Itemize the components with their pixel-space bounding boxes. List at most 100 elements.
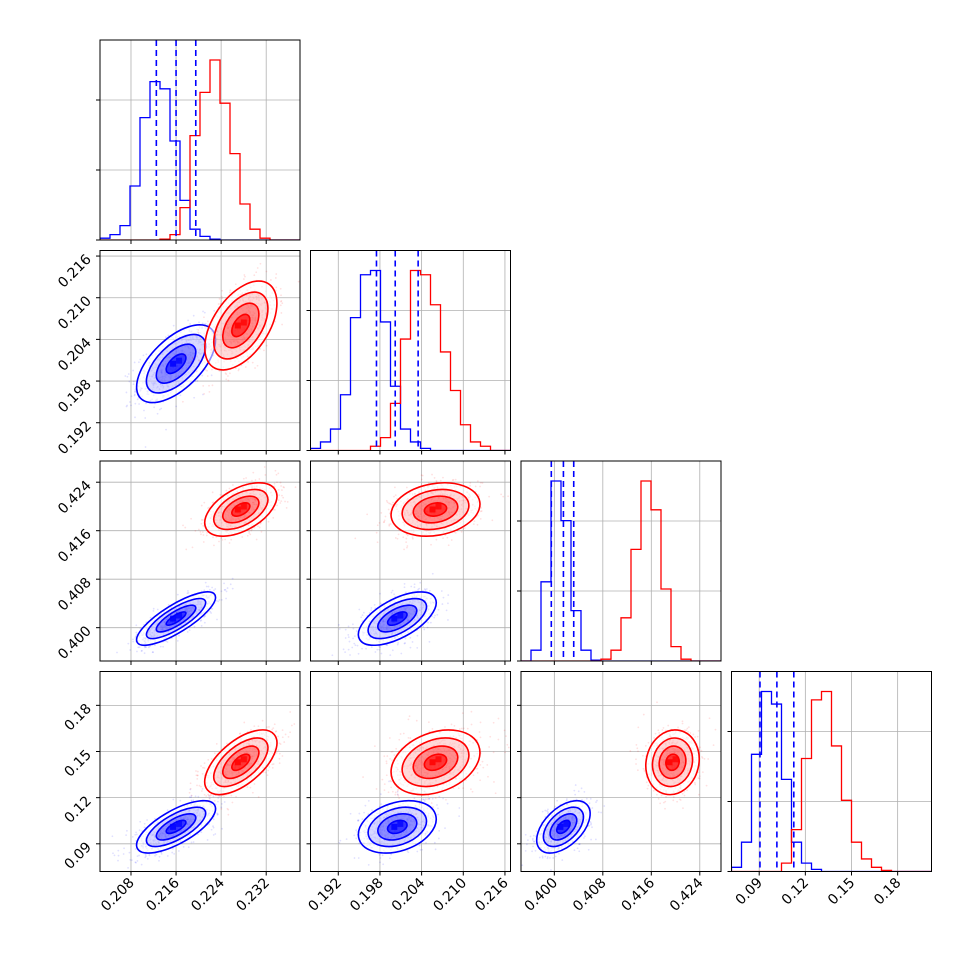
scatter-point bbox=[281, 323, 283, 326]
scatter-point bbox=[210, 612, 213, 614]
scatter-point bbox=[383, 520, 386, 523]
scatter-point bbox=[426, 626, 429, 629]
axes-frame bbox=[99, 250, 301, 451]
scatter-point bbox=[281, 489, 283, 491]
scatter-point bbox=[126, 404, 129, 407]
scatter-point bbox=[149, 645, 151, 648]
scatter-point bbox=[347, 625, 350, 628]
scatter-point bbox=[376, 524, 379, 527]
density-contour bbox=[145, 333, 207, 394]
scatter-point bbox=[192, 841, 195, 843]
scatter-point bbox=[206, 375, 209, 377]
scatter-point bbox=[112, 852, 114, 855]
density-peak bbox=[170, 615, 177, 622]
scatter-point bbox=[285, 506, 288, 509]
scatter-point bbox=[374, 651, 377, 653]
scatter-point bbox=[199, 530, 202, 533]
scatter-point bbox=[127, 866, 129, 869]
scatter-point bbox=[469, 482, 472, 484]
scatter-point bbox=[145, 855, 147, 858]
density-contour bbox=[423, 502, 448, 517]
scatter-point bbox=[154, 644, 156, 647]
scatter-point bbox=[247, 361, 249, 363]
scatter-point bbox=[203, 311, 206, 314]
scatter-point bbox=[419, 581, 422, 584]
scatter-point bbox=[396, 643, 399, 646]
scatter-point bbox=[125, 405, 128, 408]
scatter-point bbox=[224, 372, 227, 374]
scatter-point bbox=[208, 384, 210, 387]
scatter-point bbox=[202, 524, 205, 527]
scatter-point bbox=[203, 621, 206, 624]
scatter-point bbox=[156, 608, 159, 611]
scatter-point bbox=[348, 640, 351, 643]
scatter-point bbox=[217, 800, 219, 803]
scatter-point bbox=[212, 818, 215, 821]
scatter-point bbox=[237, 369, 240, 372]
density-contour bbox=[222, 302, 260, 349]
scatter-point bbox=[423, 628, 426, 631]
scatter-point bbox=[212, 536, 214, 539]
scatter-point bbox=[238, 368, 240, 371]
scatter-point bbox=[175, 405, 178, 408]
scatter-point bbox=[145, 353, 148, 356]
scatter-point bbox=[172, 324, 175, 327]
scatter-point bbox=[242, 477, 245, 480]
scatter-point bbox=[406, 534, 409, 537]
scatter-point bbox=[138, 646, 141, 649]
scatter-point bbox=[122, 853, 125, 855]
scatter-point bbox=[275, 473, 278, 476]
scatter-point bbox=[166, 809, 169, 811]
scatter-point bbox=[127, 373, 130, 375]
scatter-point bbox=[294, 486, 297, 489]
scatter-point bbox=[394, 537, 397, 539]
scatter-point bbox=[362, 611, 365, 614]
scatter-point bbox=[428, 589, 431, 592]
scatter-point bbox=[442, 537, 444, 540]
scatter-point bbox=[366, 513, 369, 516]
scatter-point bbox=[134, 391, 136, 393]
scatter-point bbox=[158, 855, 161, 858]
scatter-point bbox=[463, 527, 466, 529]
scatter-point bbox=[220, 806, 223, 809]
scatter-point bbox=[349, 654, 351, 656]
scatter-point bbox=[276, 481, 278, 484]
scatter-point bbox=[264, 474, 267, 476]
scatter-point bbox=[423, 588, 426, 590]
scatter-point bbox=[349, 662, 351, 664]
scatter-point bbox=[385, 499, 388, 502]
scatter-point bbox=[406, 545, 409, 547]
scatter-point bbox=[409, 646, 412, 649]
scatter-point bbox=[143, 409, 145, 412]
scatter-point bbox=[252, 471, 255, 474]
scatter-point bbox=[244, 366, 247, 368]
scatter-point bbox=[203, 589, 206, 592]
scatter-point bbox=[159, 645, 162, 648]
scatter-point bbox=[220, 590, 223, 593]
scatter-point bbox=[190, 517, 193, 520]
density-peak bbox=[397, 612, 404, 619]
scatter-point bbox=[276, 504, 278, 507]
scatter-point bbox=[283, 486, 285, 489]
scatter-point bbox=[256, 364, 259, 367]
scatter-point bbox=[206, 320, 209, 323]
scatter-point bbox=[274, 277, 277, 279]
scatter-point bbox=[189, 322, 191, 325]
density-contour bbox=[155, 343, 197, 384]
scatter-point bbox=[225, 373, 228, 376]
scatter-point bbox=[259, 522, 262, 525]
scatter-point bbox=[202, 393, 204, 396]
scatter-point bbox=[179, 394, 182, 397]
scatter-point bbox=[152, 607, 155, 610]
scatter-point bbox=[433, 477, 436, 479]
scatter-point bbox=[437, 608, 440, 611]
scatter-point bbox=[135, 831, 137, 834]
scatter-point bbox=[211, 491, 214, 494]
scatter-point bbox=[152, 610, 155, 612]
scatter-point bbox=[138, 361, 140, 364]
scatter-point bbox=[479, 517, 482, 520]
scatter-point bbox=[352, 637, 354, 640]
scatter-point bbox=[253, 274, 256, 277]
scatter-point bbox=[477, 493, 480, 496]
scatter-point bbox=[203, 316, 205, 319]
